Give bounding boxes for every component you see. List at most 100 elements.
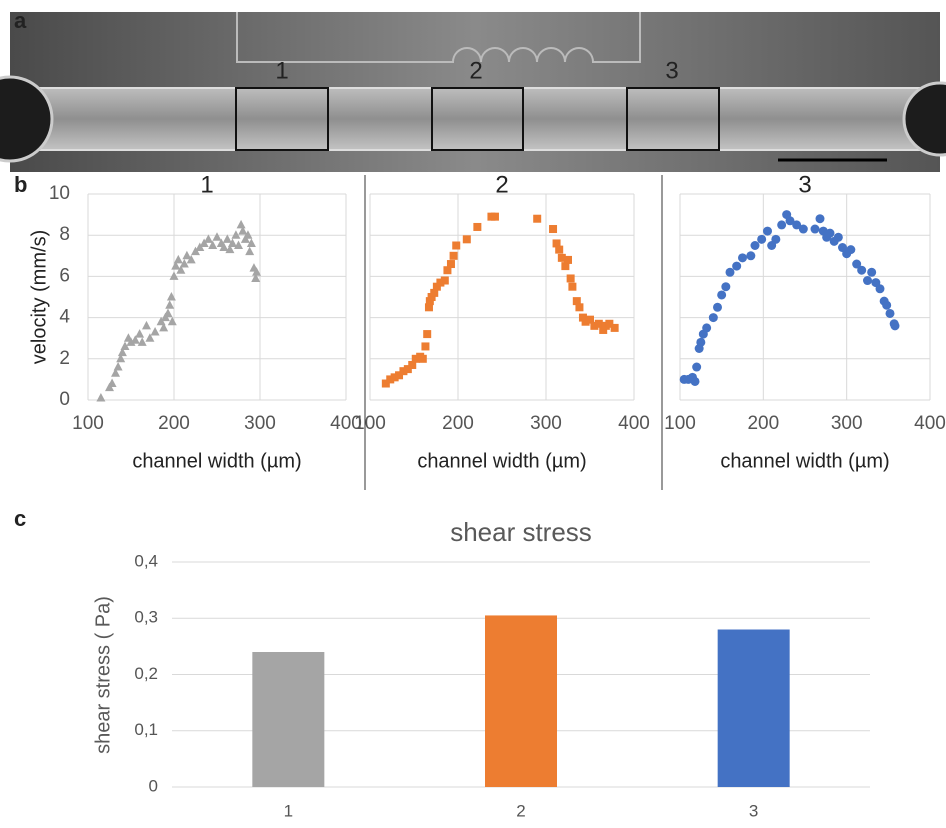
point xyxy=(227,238,237,247)
point xyxy=(572,297,581,306)
point xyxy=(111,368,121,377)
point xyxy=(750,241,760,250)
y-tick-label: 0 xyxy=(149,776,158,795)
y-tick-label: 0 xyxy=(59,389,70,410)
point xyxy=(107,378,117,388)
point xyxy=(167,316,177,326)
chart-title: 2 xyxy=(495,171,508,198)
micrograph xyxy=(0,12,946,172)
point xyxy=(863,276,872,286)
point xyxy=(581,317,590,326)
y-tick-label: 0,2 xyxy=(134,664,158,683)
point xyxy=(408,360,417,369)
point xyxy=(120,341,130,350)
point xyxy=(130,335,140,344)
point xyxy=(203,234,213,243)
point xyxy=(443,266,452,275)
point xyxy=(186,254,196,264)
point xyxy=(533,214,542,223)
point xyxy=(882,300,892,310)
point xyxy=(116,353,126,363)
chart-title: 1 xyxy=(200,171,213,198)
point xyxy=(867,267,877,277)
point xyxy=(557,253,566,262)
point xyxy=(212,232,222,241)
point xyxy=(395,371,404,380)
point xyxy=(449,251,458,260)
point xyxy=(225,244,235,254)
point xyxy=(763,226,772,236)
point xyxy=(777,220,787,230)
point xyxy=(833,232,843,242)
point xyxy=(702,323,712,333)
x-tick-label: 300 xyxy=(831,413,863,434)
chart-title: shear stress xyxy=(450,517,592,547)
point xyxy=(386,375,395,384)
point xyxy=(141,320,151,330)
point xyxy=(173,254,183,264)
y-tick-label: 0,3 xyxy=(134,608,158,627)
y-axis-label: velocity (mm/s) xyxy=(28,230,50,364)
y-axis-label: shear stress ( Pa) xyxy=(92,596,114,754)
point xyxy=(243,230,253,239)
point xyxy=(885,308,895,318)
chart-title: 3 xyxy=(798,171,811,198)
point xyxy=(222,234,232,243)
x-tick-label: 400 xyxy=(330,413,362,434)
point xyxy=(875,284,885,294)
point xyxy=(825,228,835,238)
point xyxy=(605,319,614,328)
point xyxy=(757,234,767,244)
point xyxy=(421,342,430,351)
point xyxy=(424,303,433,312)
point xyxy=(179,259,189,268)
point xyxy=(490,212,499,221)
point xyxy=(169,271,179,280)
point xyxy=(165,300,175,309)
x-tick-label: 300 xyxy=(530,413,562,434)
point xyxy=(246,238,256,247)
point xyxy=(231,230,241,239)
point xyxy=(238,226,248,235)
panel-label: b xyxy=(14,172,27,197)
panel-label: c xyxy=(14,506,26,531)
point xyxy=(690,376,700,386)
point xyxy=(721,282,731,292)
point xyxy=(857,265,867,275)
point xyxy=(436,278,445,287)
point xyxy=(568,282,577,291)
bar xyxy=(717,629,790,787)
point xyxy=(785,216,795,226)
point xyxy=(846,245,856,255)
point xyxy=(252,267,262,276)
point xyxy=(732,261,742,271)
point xyxy=(403,365,412,374)
point xyxy=(713,302,722,312)
point xyxy=(810,224,820,234)
point xyxy=(575,303,584,312)
x-tick-label: 100 xyxy=(72,413,104,434)
bar xyxy=(485,615,557,787)
point xyxy=(425,297,434,306)
point xyxy=(594,319,603,328)
y-tick-label: 0,1 xyxy=(134,720,158,739)
point xyxy=(166,292,176,301)
point xyxy=(890,321,900,331)
point xyxy=(798,224,808,234)
point xyxy=(411,354,420,363)
point xyxy=(561,262,570,271)
region-label: 2 xyxy=(469,57,482,84)
point xyxy=(746,251,756,261)
point xyxy=(590,321,599,330)
bar xyxy=(252,652,325,787)
point xyxy=(117,347,127,357)
y-tick-label: 2 xyxy=(59,348,70,369)
point xyxy=(150,327,160,336)
point xyxy=(390,373,399,382)
point xyxy=(96,392,106,402)
y-tick-label: 4 xyxy=(59,307,70,328)
point xyxy=(552,239,561,248)
point xyxy=(440,276,449,285)
x-tick-label: 100 xyxy=(354,413,386,434)
